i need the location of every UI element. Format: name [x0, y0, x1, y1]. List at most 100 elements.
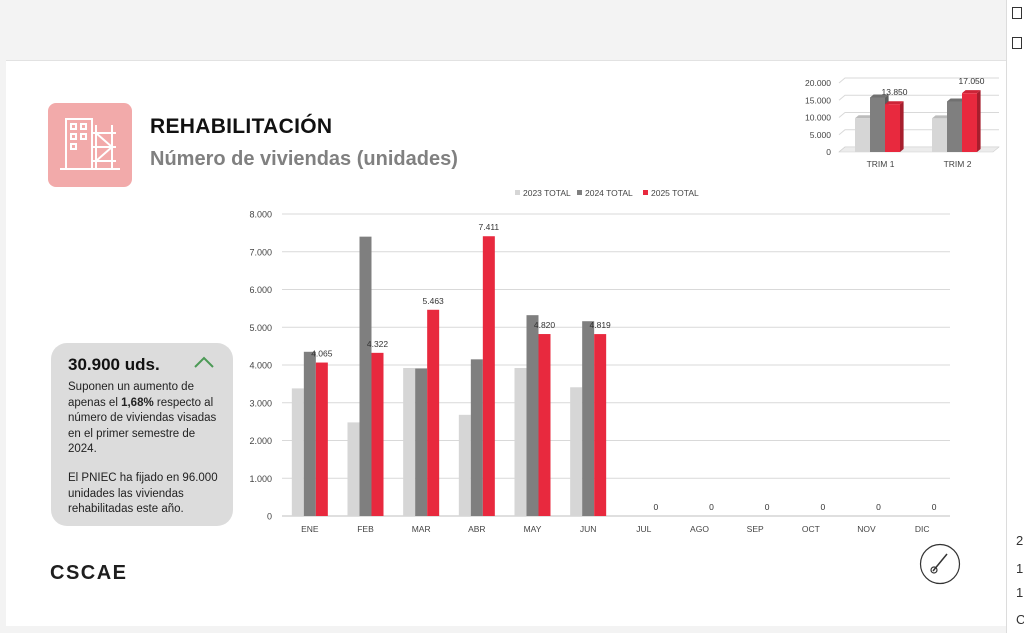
bar-2025-jun [594, 334, 607, 516]
y-tick-label: 0 [826, 147, 831, 157]
side-char-3: 1 [1016, 585, 1024, 600]
chevron-up-icon [194, 356, 214, 368]
page-subtitle: Número de viviendas (unidades) [150, 148, 458, 170]
summary-text-2: El PNIEC ha fijado en 96.000 unidades la… [68, 472, 218, 515]
copy-icon[interactable] [1012, 37, 1022, 49]
bar-top [870, 94, 889, 98]
x-tick-label: NOV [857, 524, 876, 534]
y-tick-label: 5.000 [249, 323, 272, 333]
data-label: 5.463 [423, 296, 445, 306]
side-char-2: 1 [1016, 561, 1024, 576]
bar-2023-jun [570, 387, 583, 516]
cscae-logo: CSCAE [50, 562, 128, 584]
data-label: 0 [765, 502, 770, 512]
bookmark-icon[interactable] [1012, 7, 1022, 19]
x-tick-label: JUL [636, 524, 651, 534]
summary-card: 30.900 uds. Suponen un aumento de apenas… [51, 343, 233, 526]
y-tick-label: 15.000 [805, 95, 831, 105]
bar-top [885, 101, 904, 105]
bar-2024-ene [303, 351, 316, 516]
monthly-bar-chart: 0 1.000 2.000 3.000 4.000 5.000 6.000 7.000 8.00… [249, 188, 950, 534]
y-tick-label: 6.000 [249, 285, 272, 295]
bar-2024-abr [470, 359, 483, 516]
gridline [838, 77, 999, 84]
data-label: 0 [653, 502, 658, 512]
x-tick-label: SEP [747, 524, 764, 534]
right-side-panel [1006, 0, 1024, 633]
y-tick-label: 2.000 [249, 436, 272, 446]
data-label: 13.850 [882, 87, 908, 97]
x-tick-label: FEB [357, 524, 374, 534]
y-tick-label: 20.000 [805, 78, 831, 88]
bar-2024-feb [359, 236, 372, 516]
summary-text-1a: Suponen un aumento de apenas el [68, 381, 194, 409]
bar-top [855, 115, 874, 119]
icon-box [48, 103, 132, 187]
summary-text-1b: respecto al número de viviendas visadas … [68, 396, 217, 456]
y-tick-label: 3.000 [249, 398, 272, 408]
side-char-1: 2 [1016, 533, 1024, 548]
x-tick-label: TRIM 2 [944, 159, 972, 169]
page-title: REHABILITACIÓN [150, 115, 333, 138]
quarterly-bar-chart: 0 5.000 10.000 15.000 20.000 13.850 TRIM 1 17.0… [805, 76, 1000, 169]
bar-2025-feb [371, 352, 384, 516]
y-tick-label: 7.000 [249, 247, 272, 257]
data-label: 4.819 [590, 320, 612, 330]
x-tick-label: ENE [301, 524, 319, 534]
legend-swatch [577, 190, 582, 195]
bar-2024-jun [582, 321, 595, 516]
bar-top [962, 90, 981, 94]
data-label: 4.065 [311, 349, 333, 359]
bar-side [900, 101, 904, 152]
bar-2023-trim1 [855, 118, 870, 152]
bar-2025-mar [427, 309, 440, 516]
bar-side [977, 90, 981, 152]
top-toolbar-area [0, 0, 1006, 60]
bar-2024-trim1 [870, 97, 885, 152]
gridline [838, 94, 999, 101]
x-tick-label: DIC [915, 524, 930, 534]
bar-2025-trim2 [962, 93, 977, 152]
y-tick-label: 10.000 [805, 113, 831, 123]
side-char-4: C [1016, 612, 1024, 627]
y-tick-label: 0 [267, 512, 272, 522]
bar-2024-mar [415, 368, 428, 516]
data-label: 0 [709, 502, 714, 512]
bar-2025-may [538, 334, 551, 516]
summary-headline: 30.900 uds. [68, 355, 160, 374]
compass-gauge-icon[interactable] [919, 543, 961, 585]
legend-label: 2023 TOTAL [523, 188, 571, 198]
data-label: 0 [820, 502, 825, 512]
bar-2024-trim2 [947, 101, 962, 152]
bar-2023-mar [403, 368, 416, 516]
summary-text-1: Suponen un aumento de apenas el 1,68% re… [68, 380, 220, 458]
x-tick-label: MAR [412, 524, 431, 534]
bar-2023-abr [458, 414, 471, 516]
bar-2025-abr [482, 236, 495, 516]
x-tick-label: TRIM 1 [867, 159, 895, 169]
y-tick-label: 1.000 [249, 474, 272, 484]
bar-2023-ene [291, 388, 304, 516]
scaffold-building-icon [60, 118, 120, 170]
bar-top [947, 98, 966, 102]
data-label: 7.411 [479, 222, 500, 232]
x-tick-label: OCT [802, 524, 820, 534]
x-tick-label: AGO [690, 524, 709, 534]
x-tick-label: MAY [524, 524, 542, 534]
bar-2025-trim1 [885, 104, 900, 152]
bar-2024-may [526, 315, 539, 516]
data-label: 4.322 [367, 339, 389, 349]
bar-2025-ene [315, 362, 328, 516]
bar-2023-trim2 [932, 118, 947, 152]
data-label: 17.050 [959, 76, 985, 86]
bar-2023-may [514, 368, 527, 516]
y-tick-label: 4.000 [249, 361, 272, 371]
legend-swatch [515, 190, 520, 195]
x-tick-label: ABR [468, 524, 485, 534]
y-tick-label: 8.000 [249, 210, 272, 220]
bar-2023-feb [347, 422, 360, 516]
legend-label: 2024 TOTAL [585, 188, 633, 198]
summary-percent: 1,68% [121, 396, 154, 409]
legend-label: 2025 TOTAL [651, 188, 699, 198]
data-label: 0 [932, 502, 937, 512]
